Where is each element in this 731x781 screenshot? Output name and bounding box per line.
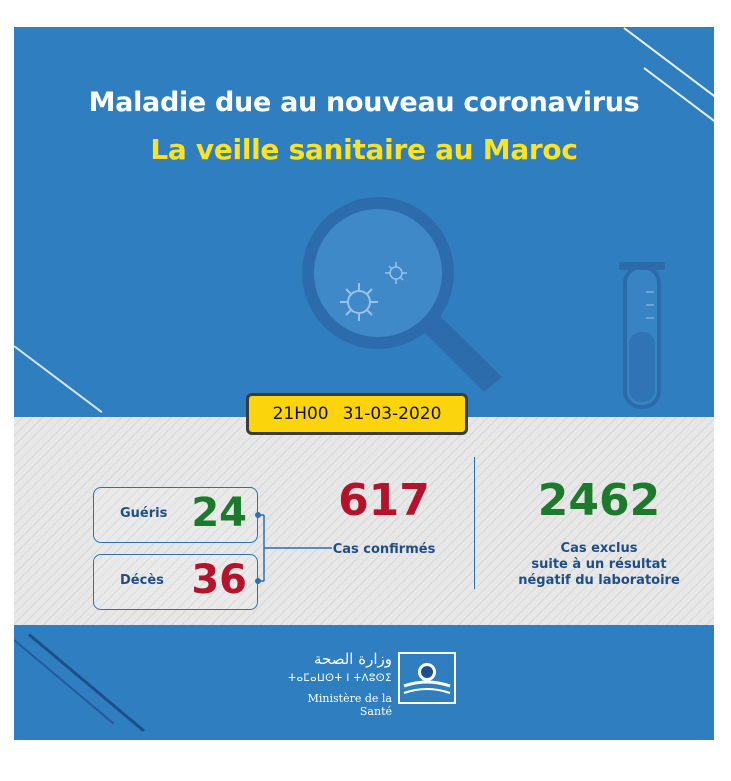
connector-bracket: [255, 512, 332, 584]
excluded-label-line: suite à un résultat: [531, 557, 667, 572]
deces-box: Décès 36: [93, 554, 258, 610]
divider: [474, 457, 475, 589]
ministry-logo-icon: [398, 652, 456, 704]
gueris-value: 24: [191, 490, 247, 536]
magnifier-icon: [302, 197, 502, 392]
excluded-label-line: négatif du laboratoire: [518, 573, 680, 588]
ministry-name-tifinagh: ⵜⴰⵎⴰⵡⵙⵜ ⵏ ⵜⴷⵓⵙⵉ: [288, 673, 392, 684]
subtitle: La veille sanitaire au Maroc: [150, 133, 578, 166]
ministry-name-french: Ministère de la Santé: [307, 692, 392, 718]
deces-label: Décès: [120, 573, 164, 588]
confirmed-label: Cas confirmés: [332, 542, 436, 557]
virus-icon: [340, 283, 378, 321]
main-title: Maladie due au nouveau coronavirus: [88, 87, 640, 118]
excluded-value: 2462: [537, 475, 661, 526]
gueris-box: Guéris 24: [93, 487, 258, 543]
confirmed-value: 617: [338, 475, 430, 526]
excluded-label-line: Cas exclus: [560, 541, 638, 556]
gueris-label: Guéris: [120, 506, 168, 521]
time-label: 21H00: [272, 404, 329, 424]
stats-panel: [14, 417, 714, 625]
virus-icon: [385, 262, 407, 284]
excluded-label: Cas exclus suite à un résultat négatif d…: [484, 541, 714, 589]
infographic-card: Maladie due au nouveau coronavirus La ve…: [14, 27, 714, 740]
ministry-name-arabic: وزارة الصحة: [314, 650, 392, 668]
illustration: [302, 197, 665, 409]
deces-value: 36: [191, 557, 247, 603]
date-badge: 21H00 31-03-2020: [246, 393, 468, 435]
date-label: 31-03-2020: [342, 404, 442, 424]
test-tube-icon: [619, 262, 665, 409]
